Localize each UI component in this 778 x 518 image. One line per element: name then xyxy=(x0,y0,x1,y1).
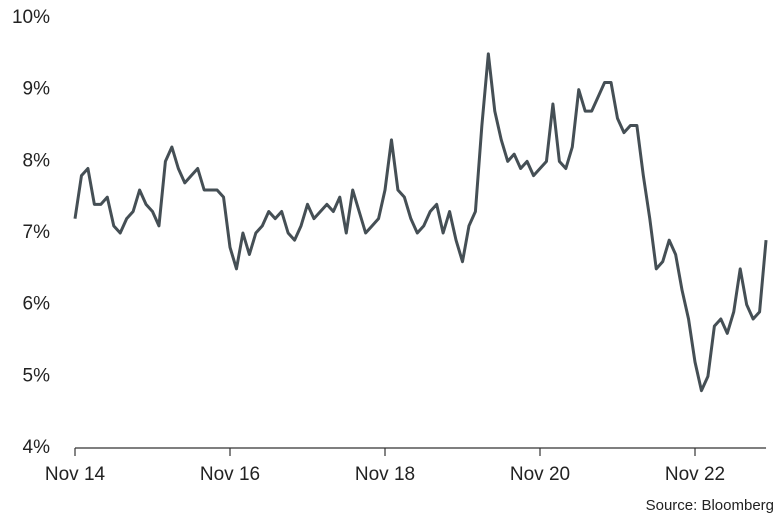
y-tick-label: 7% xyxy=(23,222,51,243)
y-tick-label: 9% xyxy=(23,79,51,100)
line xyxy=(73,52,768,393)
x-tick-label: Nov 20 xyxy=(510,464,570,485)
x-tick-label: Nov 22 xyxy=(665,464,725,485)
y-tick-label: 5% xyxy=(23,365,51,386)
y-tick-label: 10% xyxy=(12,7,50,28)
x-tick-label: Nov 16 xyxy=(200,464,260,485)
y-tick-label: 4% xyxy=(23,437,51,458)
source: Source: Bloomberg xyxy=(646,497,774,514)
x-tick-label: Nov 14 xyxy=(45,464,106,485)
y-tick-label: 8% xyxy=(23,150,51,171)
y-tick-label: 6% xyxy=(23,294,51,315)
x-tick-label: Nov 18 xyxy=(355,464,415,485)
